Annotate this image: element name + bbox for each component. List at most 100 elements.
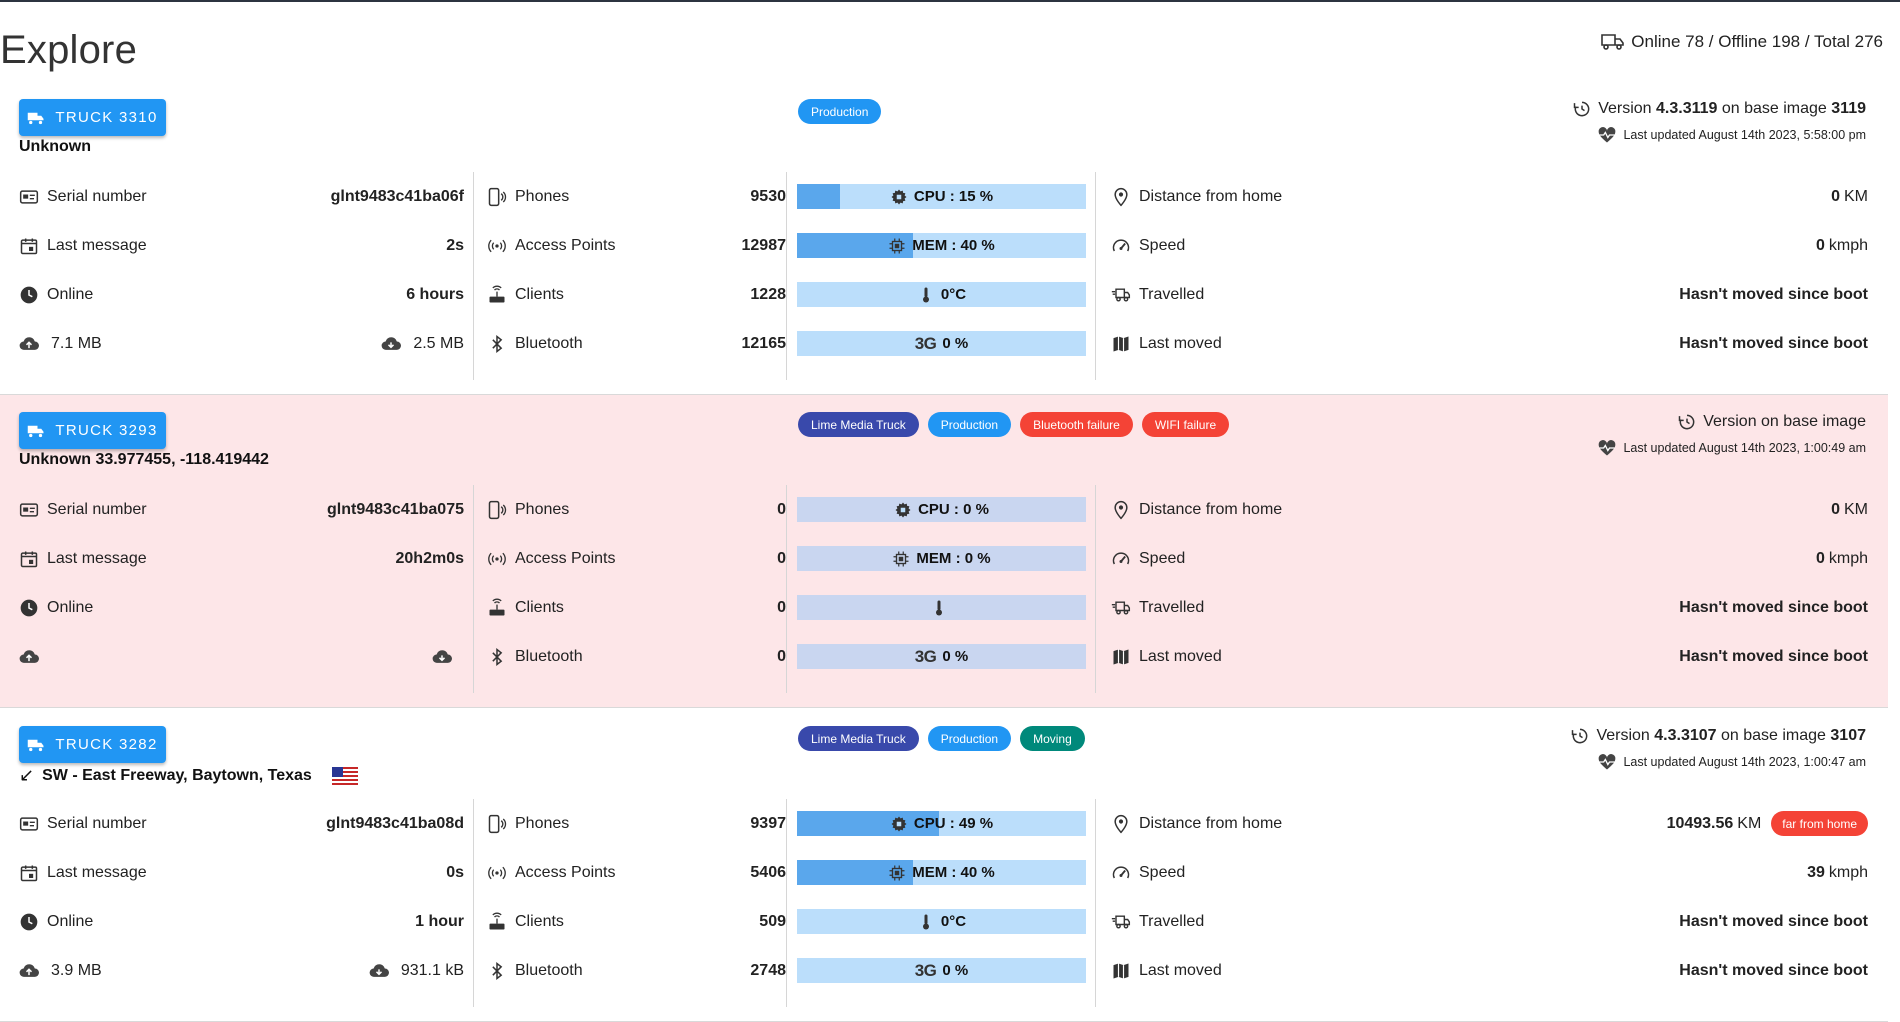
- access-points-row: Access Points 12987: [487, 221, 786, 270]
- tag-chip[interactable]: Production: [927, 726, 1012, 751]
- map-icon: [1113, 963, 1129, 978]
- moving-truck-icon: [1111, 287, 1131, 302]
- cloud-download-icon: [369, 963, 389, 977]
- serial-label: Serial number: [47, 814, 147, 832]
- last-moved-row: Last moved Hasn't moved since boot: [1111, 632, 1868, 681]
- truck-location: ↙ Unknown 33.977455, -118.419442: [19, 451, 269, 469]
- temperature-text: 0°C: [940, 913, 967, 930]
- bluetooth-icon: [492, 647, 503, 666]
- serial-value: glnt9483c41ba075: [327, 500, 464, 518]
- last-moved-value: Hasn't moved since boot: [1679, 647, 1868, 665]
- tag-chip[interactable]: Lime Media Truck: [798, 726, 919, 751]
- map-icon: [1113, 649, 1129, 664]
- clock-icon: [20, 599, 38, 616]
- distance-unit: KM: [1844, 187, 1868, 205]
- truck-icon: [28, 112, 44, 124]
- online-label: Online: [47, 285, 94, 303]
- bluetooth-icon: [492, 334, 503, 353]
- last-moved-row: Last moved Hasn't moved since boot: [1111, 946, 1868, 995]
- location-pin-icon: [1114, 500, 1128, 519]
- serial-row: Serial number glnt9483c41ba075: [19, 485, 464, 534]
- speed-row: Speed 0 kmph: [1111, 221, 1868, 270]
- cpu-meter: CPU : 15 %: [797, 184, 1086, 209]
- location-text: Unknown: [19, 138, 91, 155]
- serial-label: Serial number: [47, 187, 147, 205]
- system-meters-column: CPU : 0 % MEM : 0 % 3G 0 %: [786, 485, 1095, 693]
- speedometer-icon: [1112, 551, 1130, 564]
- mem-row: MEM : 40 %: [797, 221, 1095, 270]
- online-row: Online: [19, 583, 464, 632]
- truck-button-label: TRUCK 3293: [55, 422, 158, 439]
- tag-list: Lime Media Truck Production Bluetooth fail…: [798, 412, 1230, 437]
- temperature-meter: [797, 595, 1086, 620]
- phones-value: 0: [777, 500, 786, 518]
- temperature-row: [797, 583, 1095, 632]
- online-label: Online: [47, 598, 94, 616]
- truck-icon: [28, 425, 44, 437]
- version-info: Version on base image Last updated Augus…: [1597, 412, 1866, 458]
- clients-row: Clients 509: [487, 897, 786, 946]
- bluetooth-label: Bluetooth: [515, 334, 583, 352]
- clients-value: 0: [777, 598, 786, 616]
- serial-row: Serial number glnt9483c41ba08d: [19, 799, 464, 848]
- phones-value: 9530: [750, 187, 786, 205]
- network-meter: 3G 0 %: [797, 331, 1086, 356]
- tag-chip[interactable]: Bluetooth failure: [1020, 412, 1133, 437]
- tag-chip[interactable]: WIFI failure: [1141, 412, 1230, 437]
- speed-unit: kmph: [1828, 549, 1868, 567]
- last-message-row: Last message 0s: [19, 848, 464, 897]
- distance-row: Distance from home 10493.56 KM far from ho…: [1111, 799, 1868, 848]
- truck-button[interactable]: TRUCK 3310: [19, 99, 166, 136]
- location-pin-icon: [1114, 187, 1128, 206]
- last-message-row: Last message 20h2m0s: [19, 534, 464, 583]
- speed-value: 0: [1815, 236, 1825, 254]
- speedometer-icon: [1112, 865, 1130, 878]
- device-info-column: Serial number glnt9483c41ba08d Last mess…: [19, 799, 464, 1007]
- bluetooth-icon: [492, 961, 503, 980]
- wifi-tethering-icon: [488, 239, 506, 252]
- network-3g-icon: 3G: [914, 333, 937, 353]
- truck-card: TRUCK 3310 ↙ Unknown Production Version …: [0, 82, 1888, 395]
- tag-list: Production: [798, 99, 882, 124]
- network-meter: 3G 0 %: [797, 958, 1086, 983]
- network-3g-icon: 3G: [914, 646, 937, 666]
- cpu-meter: CPU : 49 %: [797, 811, 1086, 836]
- truck-button[interactable]: TRUCK 3293: [19, 412, 166, 449]
- wifi-tethering-icon: [488, 552, 506, 565]
- mem-meter: MEM : 0 %: [797, 546, 1086, 571]
- tag-chip[interactable]: Moving: [1020, 726, 1085, 751]
- memory-chip-icon: [893, 551, 909, 566]
- access-points-row: Access Points 5406: [487, 848, 786, 897]
- last-moved-label: Last moved: [1139, 961, 1222, 979]
- heartbeat-icon: [1599, 127, 1616, 143]
- version-text: Version on base image: [1703, 413, 1866, 430]
- mem-row: MEM : 0 %: [797, 534, 1095, 583]
- page-title: Explore: [0, 28, 138, 72]
- distance-value: 0: [1831, 500, 1840, 518]
- clients-value: 509: [759, 912, 786, 930]
- fleet-summary-text: Online 78 / Offline 198 / Total 276: [1631, 32, 1883, 51]
- tag-chip[interactable]: Production: [798, 99, 882, 124]
- tag-chip[interactable]: Production: [927, 412, 1012, 437]
- speed-value: 39: [1807, 863, 1825, 881]
- speed-unit: kmph: [1828, 863, 1868, 881]
- distance-label: Distance from home: [1139, 187, 1283, 205]
- truck-button[interactable]: TRUCK 3282: [19, 726, 166, 763]
- last-updated-text: Last updated August 14th 2023, 1:00:49 a…: [1623, 441, 1866, 455]
- access-points-value: 0: [777, 549, 786, 567]
- access-points-label: Access Points: [515, 236, 616, 254]
- travelled-label: Travelled: [1139, 285, 1205, 303]
- network-row: 3G 0 %: [797, 632, 1095, 681]
- moving-truck-icon: [1111, 600, 1131, 615]
- far-from-home-badge: far from home: [1771, 811, 1868, 836]
- cpu-row: CPU : 49 %: [797, 799, 1095, 848]
- temperature-row: 0°C: [797, 897, 1095, 946]
- traffic-row: [19, 632, 464, 681]
- moving-truck-icon: [1111, 914, 1131, 929]
- bluetooth-label: Bluetooth: [515, 647, 583, 665]
- mem-row: MEM : 40 %: [797, 848, 1095, 897]
- scan-counts-column: Phones 0 Access Points 0 Clients 0 Bluet…: [473, 485, 786, 693]
- tag-chip[interactable]: Lime Media Truck: [798, 412, 919, 437]
- clock-icon: [20, 286, 38, 303]
- history-icon: [1573, 101, 1590, 117]
